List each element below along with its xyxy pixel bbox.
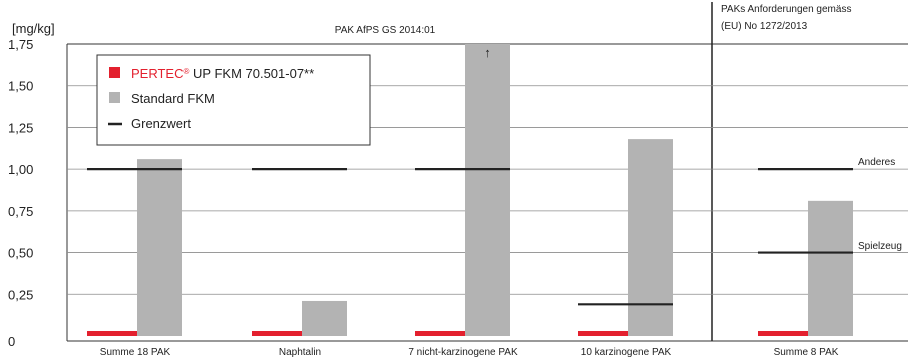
- bar-pertec: [415, 330, 465, 336]
- y-unit-label: [mg/kg]: [12, 21, 55, 36]
- header-right-line1: PAKs Anforderungen gemäss: [721, 4, 851, 15]
- legend-swatch-standard: [109, 92, 120, 103]
- y-tick-label: 1,00: [8, 162, 33, 177]
- bar-standard-fkm: [465, 44, 510, 336]
- category-label: 7 nicht-karzinogene PAK: [408, 347, 518, 358]
- header-right-line2: (EU) No 1272/2013: [721, 21, 808, 32]
- legend-label-standard: Standard FKM: [131, 91, 215, 106]
- y-tick-label: 1,75: [8, 37, 33, 52]
- header-left: PAK AfPS GS 2014:01: [335, 25, 436, 36]
- category-labels: Summe 18 PAK Naphtalin 7 nicht-karzinogene…: [100, 347, 839, 358]
- category-label: Summe 8 PAK: [774, 347, 839, 358]
- bar-pertec: [87, 330, 137, 336]
- bar-pertec: [578, 330, 628, 336]
- y-tick-label: 0,25: [8, 287, 33, 302]
- bar-standard-fkm: [137, 159, 182, 336]
- legend-swatch-pertec: [109, 67, 120, 78]
- limit-note-spielzeug: Spielzeug: [858, 241, 902, 252]
- limit-note-anderes: Anderes: [858, 157, 895, 168]
- legend: PERTEC® UP FKM 70.501-07** Standard FKM …: [96, 54, 371, 146]
- category-label: 10 karzinogene PAK: [581, 347, 672, 358]
- y-tick-label: 0: [8, 334, 15, 349]
- y-tick-label: 1,25: [8, 120, 33, 135]
- bar-standard-fkm: [808, 200, 853, 336]
- bar-standard-fkm: [628, 139, 673, 336]
- legend-label-limit: Grenzwert: [131, 116, 191, 131]
- bars: [87, 44, 853, 336]
- bar-standard-fkm: [302, 300, 347, 336]
- bar-pertec: [252, 330, 302, 336]
- legend-box: [96, 54, 371, 146]
- category-label: Naphtalin: [279, 347, 321, 358]
- y-tick-label: 0,75: [8, 204, 33, 219]
- legend-pertec-rest: UP FKM 70.501-07**: [189, 66, 314, 81]
- legend-pertec-name: PERTEC: [131, 66, 184, 81]
- limit-lines: [87, 168, 853, 306]
- legend-label-pertec: PERTEC® UP FKM 70.501-07**: [131, 66, 314, 81]
- bar-pertec: [758, 330, 808, 336]
- category-label: Summe 18 PAK: [100, 347, 171, 358]
- overflow-arrow-icon: ↑: [484, 45, 491, 60]
- legend-pertec-registered: ®: [184, 67, 190, 76]
- y-tick-labels: 0 0,25 0,50 0,75 1,00 1,25 1,50 1,75: [8, 37, 33, 349]
- y-tick-label: 0,50: [8, 246, 33, 261]
- y-tick-label: 1,50: [8, 79, 33, 94]
